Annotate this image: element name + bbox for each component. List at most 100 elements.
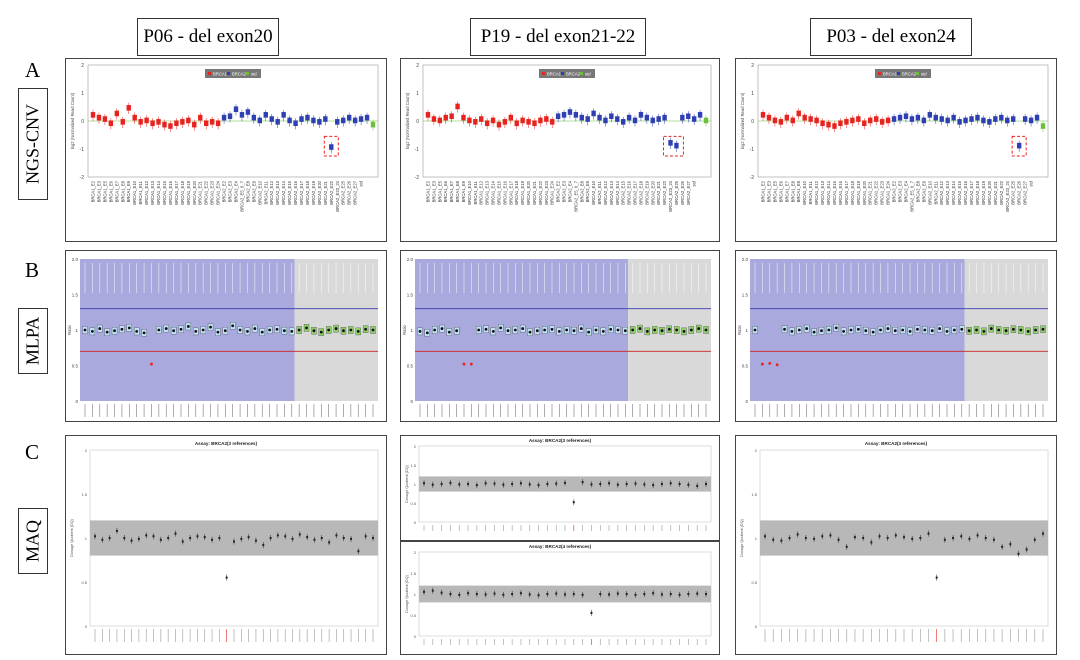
- data-box: [443, 114, 448, 121]
- dq-point: [350, 537, 353, 540]
- data-box: [897, 114, 903, 121]
- x-tick-label: BRCA1_E14: [156, 180, 161, 204]
- data-box: [329, 144, 334, 150]
- x-tick-label: BRCA1_E21: [868, 180, 873, 204]
- ratio-point: [682, 330, 686, 333]
- dq-point: [1017, 552, 1020, 555]
- y-tick-label: -1: [80, 147, 85, 153]
- ratio-point: [282, 329, 286, 333]
- dq-point: [599, 593, 602, 595]
- y-tick-label: 2.0: [72, 257, 79, 262]
- dq-point: [240, 537, 243, 540]
- data-box: [567, 109, 573, 115]
- data-box: [963, 117, 968, 124]
- pB1-svg: 2.0 1.5 1 0.5 0 Ratio: [402, 257, 711, 417]
- ratio-point: [901, 328, 905, 332]
- data-box: [945, 117, 950, 124]
- x-tick-label: BRCA2_E26: [1017, 180, 1022, 204]
- x-tick-label: BRCA2_E19: [644, 180, 649, 204]
- ratio-point: [886, 327, 890, 330]
- data-box: [209, 119, 215, 125]
- x-tick-label: BRCA2_E8: [579, 180, 584, 202]
- x-tick-label: BRCA2_E3: [562, 180, 567, 202]
- dq-point: [449, 481, 452, 484]
- dq-point: [218, 537, 221, 539]
- ratio-point: [871, 330, 875, 334]
- ratio-point: [327, 328, 331, 332]
- y-tick-label: 1: [414, 592, 417, 597]
- dq-point: [862, 537, 865, 539]
- data-box: [227, 113, 233, 120]
- ratio-point: [916, 327, 919, 331]
- data-box: [538, 117, 543, 124]
- ratio-point: [1026, 330, 1030, 333]
- ratio-point: [945, 330, 949, 333]
- x-tick-label: BRCA2_E20: [317, 180, 322, 204]
- x-tick-label: BRCA1_E12: [144, 180, 149, 204]
- x-tick-label: BRCA1_E11: [473, 180, 478, 204]
- dq-point: [804, 537, 807, 539]
- x-tick-label: BRCA1_E23: [210, 180, 215, 204]
- y-tick-label: 0.5: [410, 613, 416, 618]
- x-tick-label: BRCA2_E4: [903, 180, 908, 202]
- data-box: [1011, 116, 1016, 122]
- x-tick-label: BRCA2_E10: [927, 180, 932, 204]
- dq-point: [705, 593, 707, 595]
- data-box: [502, 119, 508, 125]
- x-tick-label: BRCA1_E22: [204, 180, 209, 204]
- data-box: [174, 120, 179, 127]
- ratio-point: [418, 330, 422, 333]
- data-box: [156, 119, 161, 125]
- data-box: [1034, 114, 1040, 121]
- ratio-point: [223, 329, 227, 333]
- ratio-point: [783, 327, 786, 331]
- ratio-point: [209, 325, 212, 329]
- ratio-point: [557, 330, 561, 333]
- ratio-point: [513, 328, 517, 332]
- x-tick-label: BRCA2_E8: [245, 180, 250, 202]
- dq-point: [678, 593, 681, 596]
- ratio-point: [433, 328, 437, 332]
- data-box: [674, 142, 679, 149]
- ratio-point: [364, 327, 368, 331]
- data-box: [311, 117, 316, 124]
- ratio-point: [893, 329, 897, 333]
- x-tick-label: BRCA1_E19: [856, 180, 861, 204]
- ratio-point: [827, 328, 831, 332]
- legend-label: std: [251, 72, 257, 77]
- x-tick-label: BRCA1_E10: [467, 180, 472, 204]
- dq-point: [440, 591, 443, 594]
- x-tick-label: BRCA2_E12: [603, 180, 608, 204]
- ratio-point: [952, 328, 956, 332]
- x-tick-label: BRCA1_E5: [102, 180, 107, 202]
- legend-box: [875, 69, 931, 78]
- x-tick-label: BRCA1_E6: [108, 180, 113, 202]
- data-box: [579, 114, 584, 121]
- dq-point: [284, 535, 287, 538]
- y-tick-label: 1.5: [407, 293, 414, 298]
- dq-point: [475, 593, 478, 595]
- dq-point: [372, 537, 374, 539]
- data-box: [323, 116, 328, 122]
- pC2-svg: Assay: BRCA2(4 references) 2 1.5 1 0.5 0 Dosag…: [405, 544, 712, 645]
- dq-point: [546, 483, 549, 485]
- dq-point: [211, 538, 214, 541]
- data-box: [275, 119, 280, 125]
- dq-point: [1033, 538, 1036, 541]
- ratio-point: [587, 330, 591, 334]
- ratio-point: [930, 329, 934, 333]
- y-tick-label: -1: [415, 147, 420, 153]
- data-box: [132, 114, 137, 121]
- x-tick-label: BRCA2_E22: [329, 180, 334, 204]
- dq-point: [608, 482, 611, 485]
- data-box: [951, 114, 956, 121]
- data-box: [1040, 123, 1046, 129]
- data-box: [999, 114, 1004, 121]
- maq-panel-p19-4ref: Assay: BRCA2(4 references) 2 1.5 1 0.5 0 Dosag…: [400, 541, 720, 655]
- data-box: [484, 120, 490, 127]
- x-tick-label: BRCA1_E9: [796, 180, 801, 202]
- x-tick-label: BRCA1_E3: [431, 180, 436, 202]
- y-tick-label: 1: [81, 91, 84, 97]
- data-box: [508, 114, 514, 121]
- x-tick-label: BRCA1_E23: [880, 180, 885, 204]
